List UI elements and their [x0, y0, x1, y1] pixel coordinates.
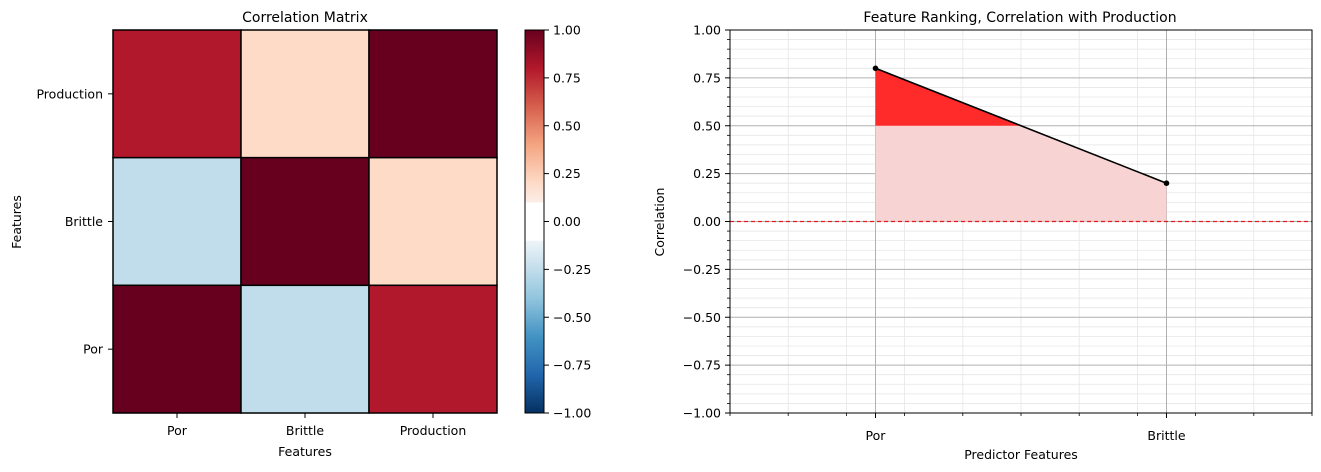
colorbar-tick-label: 1.00 [553, 23, 581, 38]
colorbar-tick-label: 0.25 [553, 166, 581, 181]
ranking-y-tick-label: −0.75 [683, 358, 721, 373]
heatmap-x-tick-label: Brittle [286, 423, 324, 438]
ranking-series [872, 65, 1170, 186]
heatmap-cell [240, 29, 370, 159]
ranking-point [1163, 180, 1170, 186]
ranking-y-tick-label: −0.25 [683, 262, 721, 277]
ranking-line [875, 67, 1167, 184]
ranking-y-tick-label: 1.00 [693, 23, 721, 38]
colorbar-ticks: 1.00 0.75 0.50 0.25 0.00 −0.25 −0.50 −0.75 −1.00 [544, 23, 591, 421]
heatmap-cells [112, 29, 498, 414]
ranking-y-label: Correlation [652, 188, 667, 257]
ranking-y-tick-label: −0.50 [683, 310, 721, 325]
ranking-y-tick-label: 0.75 [693, 70, 721, 85]
heatmap-x-label: Features [278, 444, 332, 459]
colorbar-tick-label: 0.00 [553, 214, 581, 229]
heatmap-cell [368, 29, 498, 159]
ranking-title: Feature Ranking, Correlation with Produc… [863, 10, 1176, 26]
ranking-x-ticks: Por Brittle [729, 413, 1313, 443]
ranking-x-label: Predictor Features [964, 447, 1078, 462]
colorbar-tick-label: 0.50 [553, 118, 581, 133]
colorbar-tick-label: −1.00 [553, 406, 591, 421]
heatmap-y-tick-label: Por [83, 342, 104, 357]
heatmap-cell [368, 156, 498, 287]
ranking-x-tick-label: Brittle [1147, 428, 1185, 443]
ranking-y-tick-label: 0.00 [693, 214, 721, 229]
heatmap-cell [368, 284, 498, 414]
colorbar: 1.00 0.75 0.50 0.25 0.00 −0.25 −0.50 −0.75 −1.00 [524, 23, 591, 421]
heatmap-x-ticks: Por Brittle Production [167, 413, 466, 438]
heatmap-cell [112, 156, 242, 287]
heatmap-y-tick-label: Production [36, 86, 103, 101]
heatmap-cell [240, 156, 370, 287]
heatmap-cell [240, 284, 370, 414]
ranking-x-tick-label: Por [866, 428, 887, 443]
heatmap-y-ticks: Production Brittle Por [36, 86, 113, 357]
heatmap-y-label: Features [9, 195, 24, 249]
heatmap-panel: Correlation Matrix Por Brittle Production … [9, 10, 498, 459]
colorbar-tick-label: −0.75 [553, 358, 591, 373]
colorbar-tick-label: −0.50 [553, 310, 591, 325]
heatmap-cell [112, 284, 242, 414]
ranking-y-ticks: 1.00 0.75 0.50 0.25 0.00 −0.25 −0.50 −0.75 −1.00 [683, 23, 730, 421]
heatmap-x-tick-label: Por [167, 423, 188, 438]
ranking-panel: Feature Ranking, Correlation with Produc… [652, 10, 1313, 462]
heatmap-y-tick-label: Brittle [65, 214, 103, 229]
ranking-y-tick-label: −1.00 [683, 406, 721, 421]
ranking-point [872, 65, 879, 72]
heatmap-x-tick-label: Production [400, 423, 467, 438]
colorbar-masked-band [525, 202, 544, 241]
ranking-y-tick-label: 0.50 [693, 118, 721, 133]
colorbar-tick-label: 0.75 [553, 70, 581, 85]
colorbar-tick-label: −0.25 [553, 262, 591, 277]
heatmap-cell [112, 29, 242, 159]
heatmap-title: Correlation Matrix [242, 10, 368, 26]
ranking-y-tick-label: 0.25 [693, 166, 721, 181]
